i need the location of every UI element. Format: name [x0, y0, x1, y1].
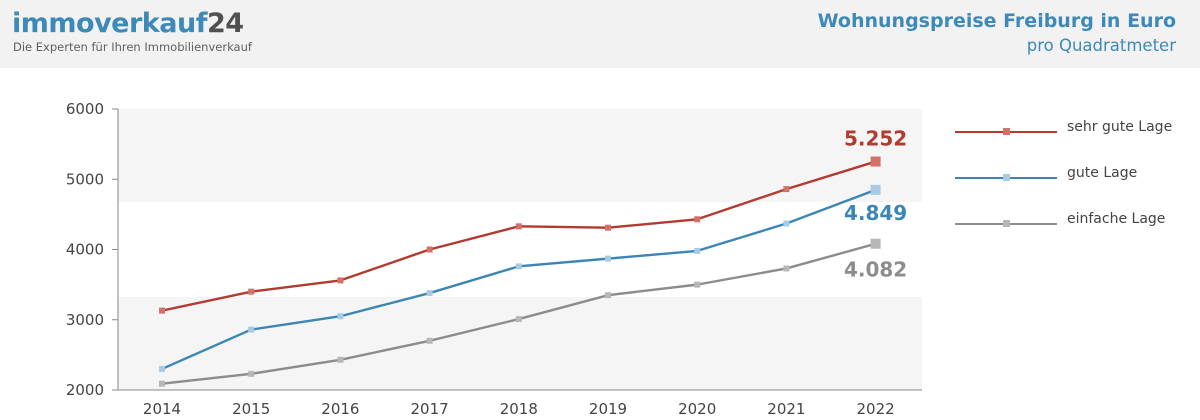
legend-item: gute Lage: [955, 161, 1185, 207]
data-point: [337, 313, 344, 320]
data-point: [426, 290, 433, 297]
data-point: [783, 220, 790, 227]
legend-item: einfache Lage: [955, 207, 1185, 253]
legend-marker: [1003, 174, 1010, 181]
chart-title: Wohnungspreise Freiburg in Euro: [817, 10, 1176, 32]
x-tick-label: 2017: [411, 400, 449, 418]
y-tick-label: 4000: [66, 241, 104, 259]
data-point: [694, 247, 701, 254]
data-point: [870, 238, 881, 249]
logo-main: immoverkauf: [12, 8, 207, 39]
legend-marker: [1003, 220, 1010, 227]
y-tick-label: 5000: [66, 170, 104, 188]
tagline: Die Experten für Ihren Immobilienverkauf: [13, 40, 252, 54]
logo-number: 24: [206, 8, 244, 39]
legend-label: gute Lage: [1067, 165, 1138, 181]
data-point: [159, 307, 165, 314]
data-point: [248, 370, 255, 377]
data-point: [426, 337, 433, 344]
x-tick-label: 2015: [232, 400, 270, 418]
data-point: [159, 380, 165, 387]
x-tick-label: 2022: [857, 400, 895, 418]
end-value-label: 4.849: [844, 201, 907, 225]
data-point: [605, 224, 611, 231]
data-point: [248, 326, 255, 333]
data-point: [870, 184, 881, 195]
data-point: [159, 365, 165, 372]
x-tick-label: 2014: [143, 400, 181, 418]
chart-subtitle: pro Quadratmeter: [1026, 36, 1176, 55]
end-value-label: 4.082: [844, 258, 907, 282]
data-point: [783, 186, 790, 193]
data-point: [515, 316, 522, 323]
x-tick-label: 2018: [500, 400, 538, 418]
legend-label: sehr gute Lage: [1067, 119, 1173, 135]
y-tick-label: 6000: [66, 100, 104, 118]
data-point: [605, 292, 611, 299]
data-point: [515, 263, 522, 270]
y-tick-label: 2000: [66, 381, 104, 399]
data-point: [694, 216, 701, 223]
data-point: [694, 281, 701, 288]
x-tick-label: 2020: [678, 400, 716, 418]
header-bar: immoverkauf24 Die Experten für Ihren Imm…: [0, 0, 1200, 68]
data-point: [870, 156, 881, 167]
x-tick-label: 2021: [767, 400, 805, 418]
logo[interactable]: immoverkauf24: [12, 10, 244, 38]
x-tick-label: 2019: [589, 400, 627, 418]
legend-item: sehr gute Lage: [955, 115, 1185, 161]
data-point: [337, 356, 344, 363]
data-point: [426, 246, 433, 253]
legend-label: einfache Lage: [1067, 211, 1166, 227]
legend: sehr gute Lage gute Lage einfache Lage: [955, 115, 1185, 253]
data-point: [783, 265, 790, 272]
data-point: [605, 255, 611, 262]
plot-band-top: [118, 109, 922, 202]
y-tick-label: 3000: [66, 311, 104, 329]
legend-marker: [1003, 128, 1010, 135]
end-value-label: 5.252: [844, 127, 907, 151]
x-tick-label: 2016: [321, 400, 359, 418]
data-point: [337, 277, 344, 284]
data-point: [515, 223, 522, 230]
data-point: [248, 288, 255, 295]
